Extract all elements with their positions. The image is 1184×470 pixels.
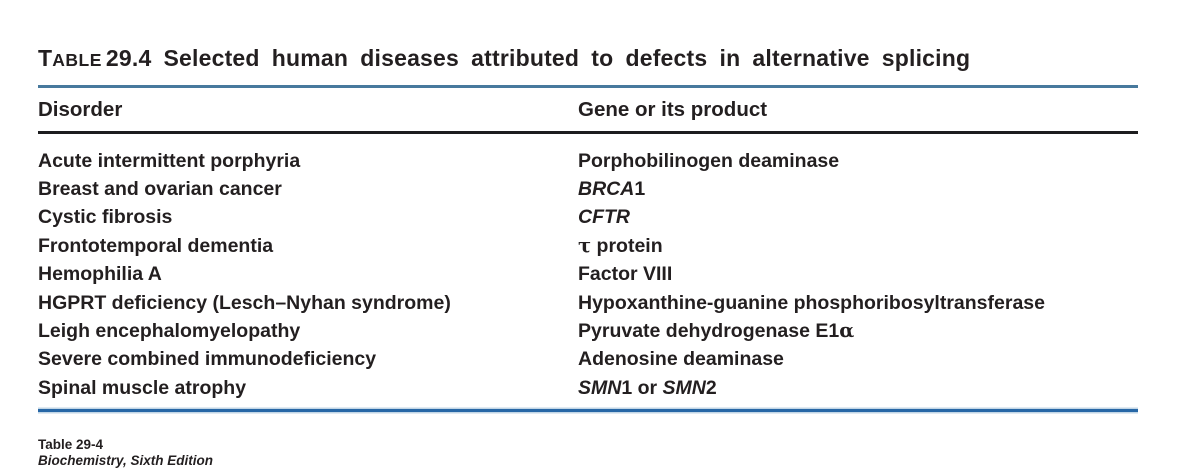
greek-symbol: τ (578, 233, 592, 257)
gene-text-segment: SMN (662, 376, 706, 399)
gene-text-segment: BRCA (578, 177, 635, 200)
table-row: Leigh encephalomyelopathy Pyruvate dehydr… (38, 317, 1138, 345)
table-title: TABLE 29.4 Selected human diseases attribu… (38, 44, 1138, 74)
gene-cell: Porphobilinogen deaminase (578, 147, 1138, 175)
table-row: Severe combined immunodeficiency Adenosin… (38, 345, 1138, 373)
gene-text-segment: Pyruvate dehydrogenase E1 (578, 319, 840, 342)
table-row: Spinal muscle atrophy SMN1 or SMN2 (38, 374, 1138, 402)
gene-cell: τ protein (578, 232, 1138, 260)
disorder-cell: Breast and ovarian cancer (38, 177, 282, 200)
table-row: Breast and ovarian cancer BRCA1 (38, 175, 1138, 203)
gene-cell: CFTR (578, 203, 1138, 231)
disorder-cell: Leigh encephalomyelopathy (38, 319, 301, 342)
gene-text-segment: 1 (634, 177, 646, 200)
gene-cell: SMN1 or SMN2 (578, 374, 1138, 402)
table-body: Acute intermittent porphyria Porphobilino… (38, 134, 1138, 403)
header-rule (38, 131, 1138, 134)
gene-text-segment: SMN (578, 376, 622, 399)
gene-cell: Hypoxanthine-guanine phosphoribosyltrans… (578, 289, 1138, 317)
table-row: Acute intermittent porphyria Porphobilino… (38, 147, 1138, 175)
footer-book-title: Biochemistry, Sixth Edition (38, 453, 214, 469)
table-header-row: Disorder Gene or its product (38, 97, 1138, 122)
disorder-cell: Acute intermittent porphyria (38, 149, 301, 172)
gene-cell: Factor VIII (578, 260, 1138, 288)
disorder-cell: Cystic fibrosis (38, 206, 173, 229)
top-rule (38, 85, 1138, 88)
footer-table-number: Table 29-4 (38, 437, 104, 453)
table-row: Cystic fibrosis CFTR (38, 203, 1138, 231)
disorder-cell: Severe combined immunodeficiency (38, 348, 377, 371)
gene-text-segment: CFTR (578, 206, 630, 229)
gene-cell: Pyruvate dehydrogenase E1α (578, 317, 1138, 345)
disorder-cell: HGPRT deficiency (Lesch–Nyhan syndrome) (38, 291, 451, 314)
gene-text-segment: Adenosine deaminase (578, 348, 784, 371)
table-row: HGPRT deficiency (Lesch–Nyhan syndrome) H… (38, 289, 1138, 317)
disorder-cell: Hemophilia A (38, 263, 162, 286)
title-text: Selected human diseases attributed to de… (163, 45, 971, 71)
gene-text-segment: Porphobilinogen deaminase (578, 149, 840, 172)
gene-text-segment: Hypoxanthine-guanine phosphoribosyltrans… (578, 291, 1045, 314)
bottom-rule (38, 409, 1138, 413)
column-header-disorder: Disorder (38, 98, 123, 121)
table-row: Frontotemporal dementia τ protein (38, 232, 1138, 260)
title-number: 29.4 (105, 45, 152, 71)
gene-text-segment: Factor VIII (578, 263, 673, 286)
figure-footer: Table 29-4 Biochemistry, Sixth Edition (38, 436, 1138, 469)
table-figure: TABLE 29.4 Selected human diseases attribu… (38, 0, 1138, 469)
gene-text-segment: protein (591, 234, 663, 257)
disorder-cell: Frontotemporal dementia (38, 234, 274, 257)
gene-cell: BRCA1 (578, 175, 1138, 203)
column-header-gene: Gene or its product (578, 98, 768, 121)
title-label-smallcaps: ABLE (52, 50, 102, 70)
table-row: Hemophilia A Factor VIII (38, 260, 1138, 288)
disorder-cell: Spinal muscle atrophy (38, 376, 247, 399)
gene-text-segment: 2 (705, 376, 717, 399)
title-label-initial: T (38, 45, 53, 71)
gene-text-segment: 1 or (621, 376, 663, 399)
greek-symbol: α (839, 318, 855, 342)
gene-cell: Adenosine deaminase (578, 345, 1138, 373)
